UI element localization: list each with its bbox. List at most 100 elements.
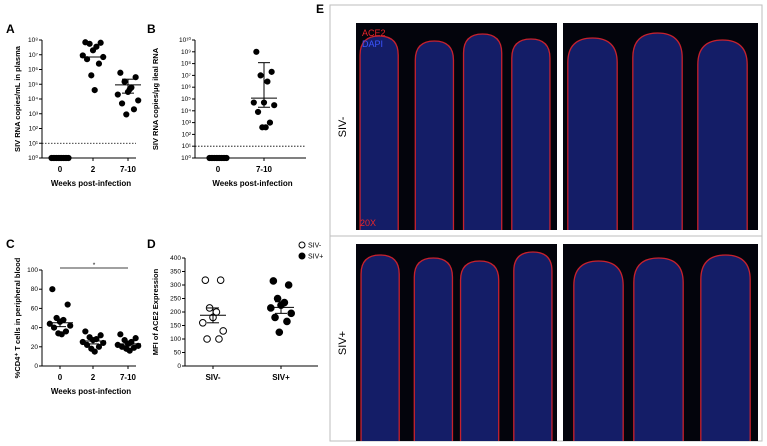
data-point-d [199, 319, 207, 327]
chart-b: 10⁰ 10¹ 10² 10³ 10⁴ 10⁵ 10⁶ 10⁷ 10⁸ 10⁹ 10¹⁰ SIV RN… [151, 36, 306, 188]
villus [633, 257, 684, 441]
villus [462, 33, 503, 230]
y-tick-label-b: 10⁰ [181, 154, 191, 162]
y-tick-label-b: 10¹ [182, 143, 192, 150]
data-point-c [91, 348, 98, 355]
data-point-a [130, 106, 138, 113]
y-tick-label-b: 10⁷ [181, 72, 191, 79]
data-point-c [67, 322, 74, 329]
y-tick-label-b: 10⁵ [181, 96, 191, 103]
y-tick-label-d: 200 [170, 309, 181, 316]
y-tick-label-a: 10³ [29, 111, 39, 118]
data-point-c [83, 341, 91, 348]
x-tick-label-d: SIV+ [272, 373, 290, 382]
x-axis-title-c: Weeks post-infection [51, 387, 131, 396]
y-tick-label-c: 20 [31, 344, 39, 351]
y-tick-label-b: 10⁶ [181, 84, 191, 91]
y-tick-label-a: 10¹ [29, 140, 39, 147]
data-point-b [253, 48, 260, 55]
data-point-c [58, 331, 65, 338]
y-tick-label-b: 10⁹ [181, 49, 191, 56]
data-point-a [91, 87, 98, 94]
y-tick-label-b: 10³ [182, 120, 192, 127]
x-tick-label-c: 0 [58, 373, 63, 382]
legend-marker-d [298, 241, 306, 249]
data-point-d [269, 277, 278, 285]
data-point-a [114, 91, 121, 98]
data-point-b [250, 99, 257, 106]
panel-letter-d: D [147, 237, 156, 251]
chart-d: 0 50 100 150 200 250 300 350 400 MFI of ACE2 Expr… [151, 241, 323, 382]
micrograph-siv-pos-2 [563, 244, 758, 441]
legend-label-d: SIV+ [308, 254, 323, 261]
data-point-d [216, 276, 225, 284]
y-tick-label-a: 10⁵ [28, 81, 38, 88]
data-point-b [262, 124, 269, 131]
villus [360, 254, 400, 441]
y-tick-label-c: 40 [31, 325, 39, 332]
data-point-c [117, 331, 124, 338]
data-point-d [267, 304, 275, 312]
data-point-a [93, 43, 100, 50]
x-tick-label-a: 7-10 [120, 165, 137, 174]
y-tick-label-a: 10⁴ [28, 96, 38, 103]
villus [573, 260, 624, 441]
y-tick-label-a: 10⁰ [28, 154, 38, 162]
y-tick-label-a: 10⁶ [28, 67, 38, 74]
x-tick-label-d: SIV- [205, 373, 220, 382]
y-tick-label-c: 80 [31, 286, 39, 293]
data-point-a [88, 72, 95, 79]
y-tick-label-b: 10⁴ [181, 108, 191, 115]
row-label-siv-neg: SIV- [337, 116, 349, 137]
y-tick-label-c: 100 [27, 267, 38, 274]
y-tick-label-d: 0 [177, 363, 181, 370]
data-point-a [123, 111, 130, 118]
villi-group [360, 251, 553, 441]
villus [513, 251, 553, 441]
data-point-b [271, 102, 278, 109]
data-point-c [132, 335, 139, 342]
y-axis-title-c: %CD4⁺ T cells in peripheral blood [13, 257, 22, 378]
x-tick-label-b: 0 [216, 165, 221, 174]
villus [567, 37, 618, 230]
panel-letter-e: E [316, 2, 324, 16]
y-tick-label-a: 10² [29, 126, 39, 133]
legend-marker-d [298, 252, 306, 260]
villus [459, 260, 500, 441]
data-point-d [283, 317, 291, 326]
x-axis-title-a: Weeks post-infection [51, 179, 131, 188]
x-axis-title-b: Weeks post-infection [212, 179, 292, 188]
villi-layer [359, 32, 751, 441]
significance-mark-c: * [93, 262, 96, 269]
x-tick-label-c: 2 [91, 373, 96, 382]
data-point-c [46, 320, 53, 327]
villus [413, 257, 454, 441]
data-point-a [86, 40, 93, 47]
x-tick-label-b: 7-10 [256, 165, 273, 174]
data-point-b [266, 119, 274, 126]
data-point-c [62, 328, 70, 335]
villus [511, 38, 551, 230]
data-point-d [273, 294, 282, 303]
data-point-c [130, 344, 138, 351]
data-point-c [82, 328, 89, 335]
data-point-c [64, 301, 71, 308]
micrograph-siv-neg-2 [563, 23, 758, 230]
y-tick-label-a: 10⁸ [28, 37, 38, 44]
villus [697, 39, 748, 230]
micrograph-siv-neg-1 [356, 23, 557, 230]
data-point-a [121, 78, 128, 85]
magnification-label: 20X [360, 218, 376, 228]
data-point-c [49, 286, 56, 293]
panel-letter-b: B [147, 22, 156, 36]
data-point-c [50, 324, 58, 331]
villus [700, 254, 751, 441]
villus [359, 35, 399, 230]
data-point-a [95, 60, 103, 67]
data-point-c [97, 332, 104, 339]
data-point-d [271, 313, 279, 322]
data-point-d [287, 309, 296, 318]
micrograph-siv-pos-1 [356, 244, 557, 441]
